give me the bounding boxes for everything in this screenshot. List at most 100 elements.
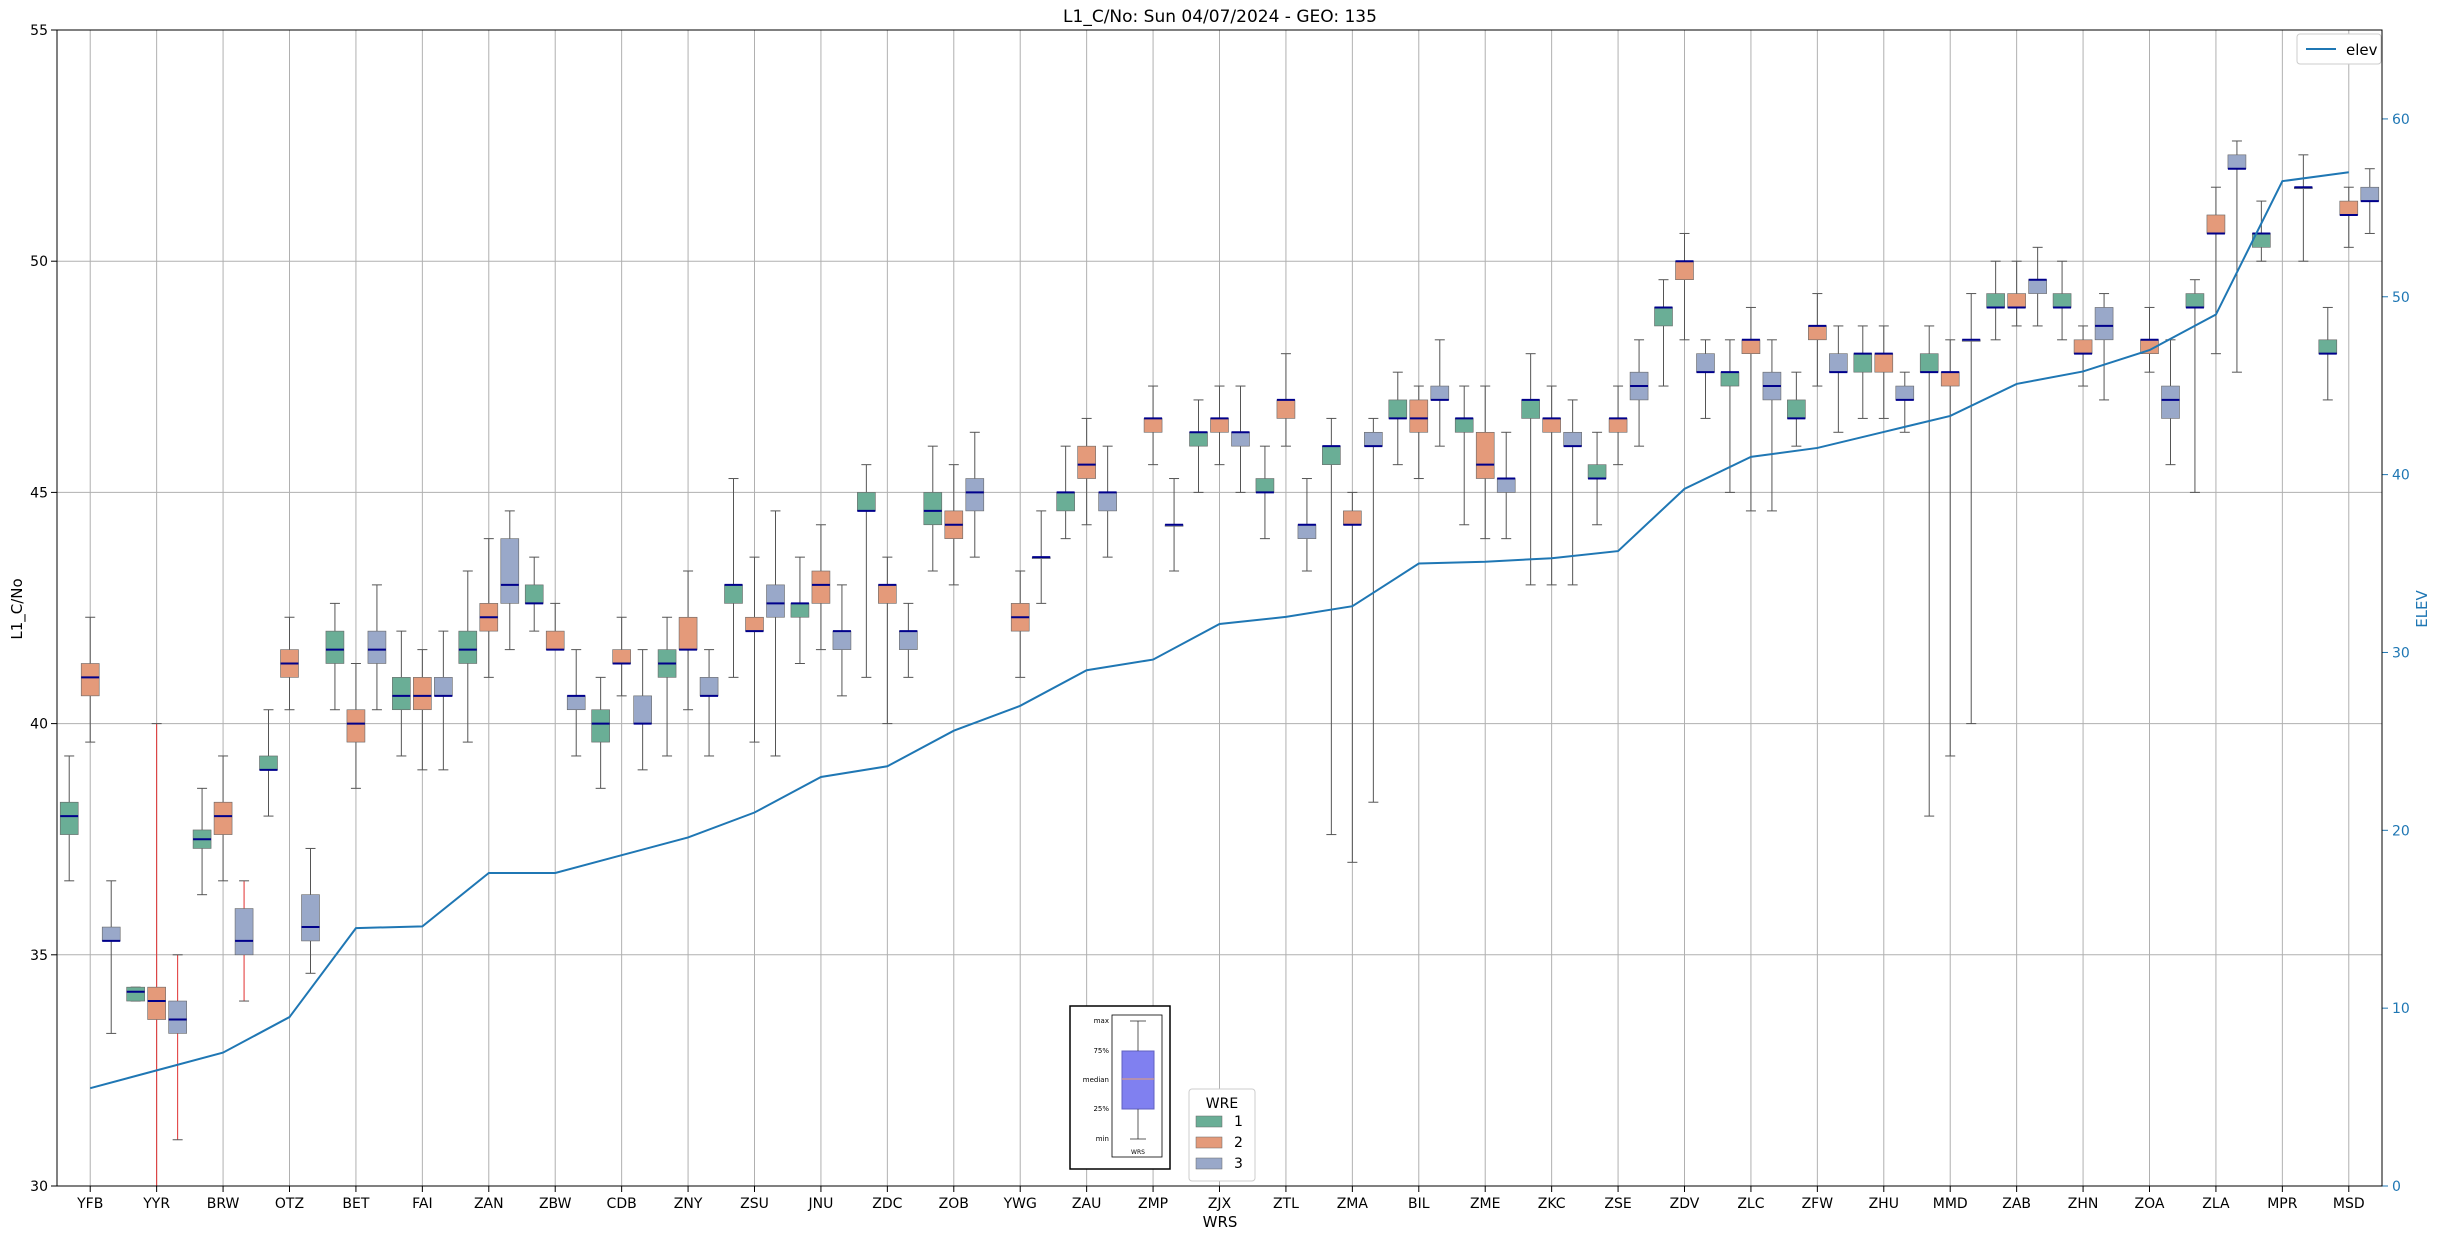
legend-elev-frame (2296, 33, 2382, 65)
box-ZTL-1 (1255, 478, 1275, 493)
box-ZSU-1 (724, 584, 743, 604)
box-BIL-2 (1409, 399, 1429, 433)
box-ZDV-2 (1675, 260, 1694, 280)
x-tick-label: ZHU (1869, 1196, 1899, 1212)
legend-wre-title: WRE (1206, 1096, 1238, 1112)
box-CDB-2 (612, 649, 631, 664)
box-ZHU-3 (1895, 385, 1915, 401)
box-ZLA-1 (2185, 293, 2205, 308)
grid (57, 29, 2382, 1187)
y2-tick-label: 20 (2392, 823, 2410, 839)
box-BRW-2 (213, 801, 233, 835)
x-tick-label: OTZ (275, 1196, 304, 1212)
x-tick-label: CDB (607, 1196, 637, 1212)
box-ZME-2 (1475, 431, 1495, 479)
box-YYR-3 (168, 1000, 187, 1034)
box-ZMP-2 (1143, 418, 1163, 433)
y2-tick-label: 10 (2392, 1001, 2410, 1017)
box-YFB-2 (80, 663, 100, 697)
x-tick-label: BIL (1408, 1196, 1430, 1212)
box-ZDV-3 (1696, 353, 1715, 373)
legend-elev-label: elev (2346, 41, 2378, 59)
box-JNU-1 (790, 603, 810, 618)
x-tick-label: YFB (76, 1196, 103, 1212)
box-ZFW-3 (1829, 353, 1848, 373)
x-tick-label: ZKC (1538, 1196, 1566, 1212)
box-ZOB-3 (965, 478, 985, 512)
x-tick-label: JNU (807, 1196, 833, 1212)
box-FAI-3 (434, 677, 453, 697)
box-ZLA-2 (2206, 214, 2226, 234)
x-tick-label: ZDV (1670, 1196, 1700, 1212)
x-tick-label: ZHN (2068, 1196, 2099, 1212)
box-ZFW-2 (1808, 325, 1827, 341)
inset-label-min: min (1096, 1135, 1109, 1143)
box-BIL-1 (1388, 399, 1408, 419)
box-JNU-3 (832, 630, 852, 650)
box-MSD-1 (2318, 339, 2338, 354)
legend-elev: elev (2296, 33, 2382, 65)
box-BIL-3 (1430, 385, 1450, 401)
inset-box (1121, 1050, 1155, 1110)
box-JNU-2 (811, 570, 831, 604)
box-FAI-2 (413, 677, 432, 711)
box-ZKC-3 (1563, 431, 1582, 447)
box-ZSU-3 (766, 584, 785, 618)
box-ZBW-3 (566, 695, 586, 711)
box-ZHN-1 (2052, 293, 2072, 308)
box-ZLA-3 (2227, 154, 2247, 170)
box-ZMA-3 (1364, 431, 1383, 447)
x-tick-label: ZOA (2135, 1196, 2165, 1212)
x-tick-label: ZLA (2202, 1196, 2230, 1212)
x-tick-label: ZSU (740, 1196, 769, 1212)
box-ZAB-1 (1986, 293, 2005, 308)
box-ZAN-1 (458, 630, 478, 664)
x-tick-label: ZLC (1737, 1196, 1764, 1212)
box-MMD-2 (1940, 371, 1960, 387)
plot-frame (56, 29, 2383, 1187)
x-tick-label: MMD (1933, 1196, 1968, 1212)
x-tick-label: ZBW (539, 1196, 572, 1212)
box-MSD-2 (2339, 200, 2359, 216)
box-ZHN-3 (2094, 307, 2114, 341)
x-tick-label: ZTL (1273, 1196, 1299, 1212)
x-tick-label: ZNY (674, 1196, 703, 1212)
inset-label-max: max (1094, 1017, 1109, 1025)
y2-tick-label: 30 (2392, 645, 2410, 661)
x-tick-label: ZAN (474, 1196, 504, 1212)
box-ZDC-2 (878, 584, 897, 604)
box-ZHU-2 (1874, 353, 1894, 373)
box-ZSE-2 (1608, 418, 1628, 433)
box-MSD-3 (2360, 186, 2380, 202)
y2-axis-label: ELEV (2413, 589, 2431, 627)
box-YFB-3 (101, 926, 121, 942)
box-BET-1 (325, 630, 345, 664)
x-tick-label: ZMA (1337, 1196, 1369, 1212)
x-tick-label: ZAU (1072, 1196, 1101, 1212)
y2-tick-label: 0 (2392, 1179, 2401, 1195)
box-ZNY-2 (678, 616, 698, 650)
legend-label-2: 2 (1234, 1135, 1243, 1151)
box-ZDC-1 (857, 492, 876, 512)
elev-line (89, 171, 2349, 1090)
y-axis-label: L1_C/No (8, 578, 27, 639)
legend-label-3: 3 (1234, 1156, 1243, 1172)
box-BRW-3 (234, 908, 254, 956)
x-tick-label: ZDC (872, 1196, 902, 1212)
box-ZDV-1 (1654, 307, 1673, 327)
box-ZKC-1 (1521, 399, 1540, 419)
x-tick-label: BRW (207, 1196, 240, 1212)
inset-label-median: median (1083, 1076, 1109, 1084)
box-ZJX-3 (1231, 431, 1250, 447)
x-tick-label: ZOB (939, 1196, 969, 1212)
box-FAI-1 (392, 677, 411, 711)
box-ZJX-1 (1189, 431, 1208, 447)
box-ZTL-3 (1297, 524, 1317, 539)
box-ZLC-1 (1720, 371, 1740, 387)
y-tick-label: 45 (30, 485, 48, 501)
box-ZDC-3 (899, 630, 918, 650)
legend-wre: WRE 1 2 3 (1188, 1088, 1256, 1182)
x-tick-label: YWG (1003, 1196, 1037, 1212)
box-ZBW-1 (524, 584, 544, 604)
